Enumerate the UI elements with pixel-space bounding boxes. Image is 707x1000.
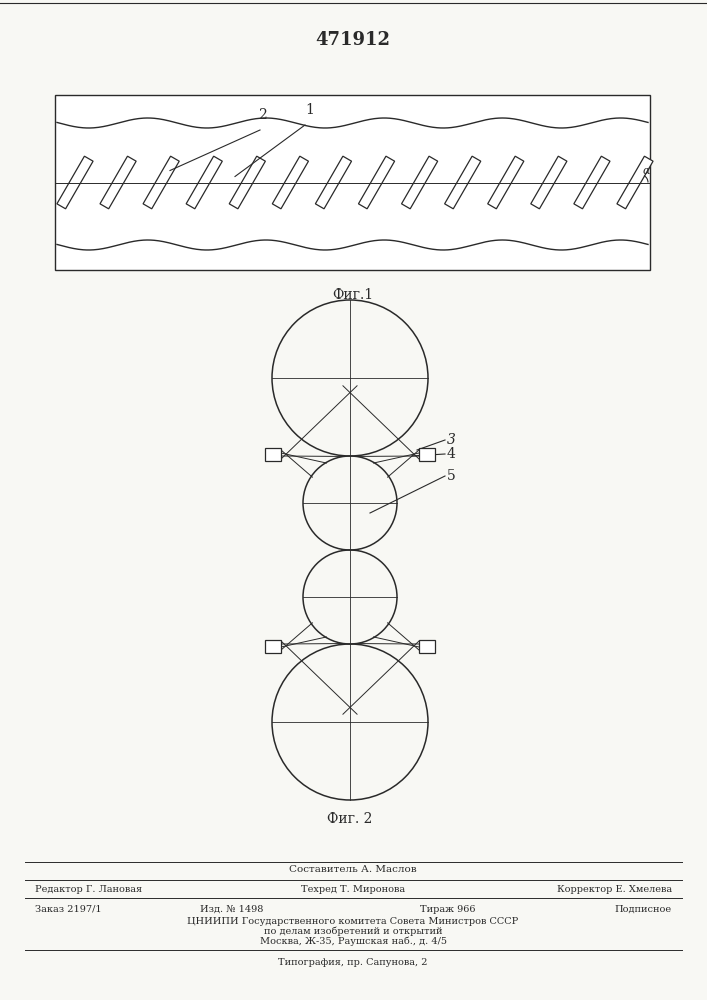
Text: Редактор Г. Лановая: Редактор Г. Лановая <box>35 884 142 894</box>
Bar <box>419 448 435 460</box>
Polygon shape <box>617 156 653 209</box>
Polygon shape <box>315 156 351 209</box>
Polygon shape <box>57 156 93 209</box>
Text: Изд. № 1498: Изд. № 1498 <box>200 905 264 914</box>
Text: Подписное: Подписное <box>615 905 672 914</box>
Text: 3: 3 <box>447 433 456 447</box>
Text: α: α <box>643 166 650 176</box>
Text: 4: 4 <box>447 447 456 461</box>
Text: 2: 2 <box>257 108 267 122</box>
Polygon shape <box>402 156 438 209</box>
Text: по делам изобретений и открытий: по делам изобретений и открытий <box>264 927 443 936</box>
Bar <box>55 95 650 270</box>
Polygon shape <box>445 156 481 209</box>
Text: Типография, пр. Сапунова, 2: Типография, пр. Сапунова, 2 <box>279 958 428 967</box>
Text: Тираж 966: Тираж 966 <box>420 905 476 914</box>
Text: Заказ 2197/1: Заказ 2197/1 <box>35 905 102 914</box>
Text: Корректор Е. Хмелева: Корректор Е. Хмелева <box>557 884 672 894</box>
Text: Техред Т. Миронова: Техред Т. Миронова <box>301 884 405 894</box>
Polygon shape <box>358 156 395 209</box>
Bar <box>265 448 281 460</box>
Polygon shape <box>100 156 136 209</box>
Text: 5: 5 <box>447 469 456 483</box>
Text: Фиг. 2: Фиг. 2 <box>327 812 373 826</box>
Text: Москва, Ж-35, Раушская наб., д. 4/5: Москва, Ж-35, Раушская наб., д. 4/5 <box>259 937 447 946</box>
Polygon shape <box>574 156 610 209</box>
Polygon shape <box>143 156 180 209</box>
Text: 1: 1 <box>305 103 315 117</box>
Polygon shape <box>531 156 567 209</box>
Polygon shape <box>186 156 222 209</box>
Bar <box>265 640 281 652</box>
Text: Составитель А. Маслов: Составитель А. Маслов <box>289 864 417 874</box>
Text: 471912: 471912 <box>315 31 390 49</box>
Polygon shape <box>272 156 308 209</box>
Text: ЦНИИПИ Государственного комитета Совета Министров СССР: ЦНИИПИ Государственного комитета Совета … <box>187 917 519 926</box>
Polygon shape <box>229 156 265 209</box>
Bar <box>419 640 435 652</box>
Polygon shape <box>488 156 524 209</box>
Text: Фиг.1: Фиг.1 <box>332 288 373 302</box>
